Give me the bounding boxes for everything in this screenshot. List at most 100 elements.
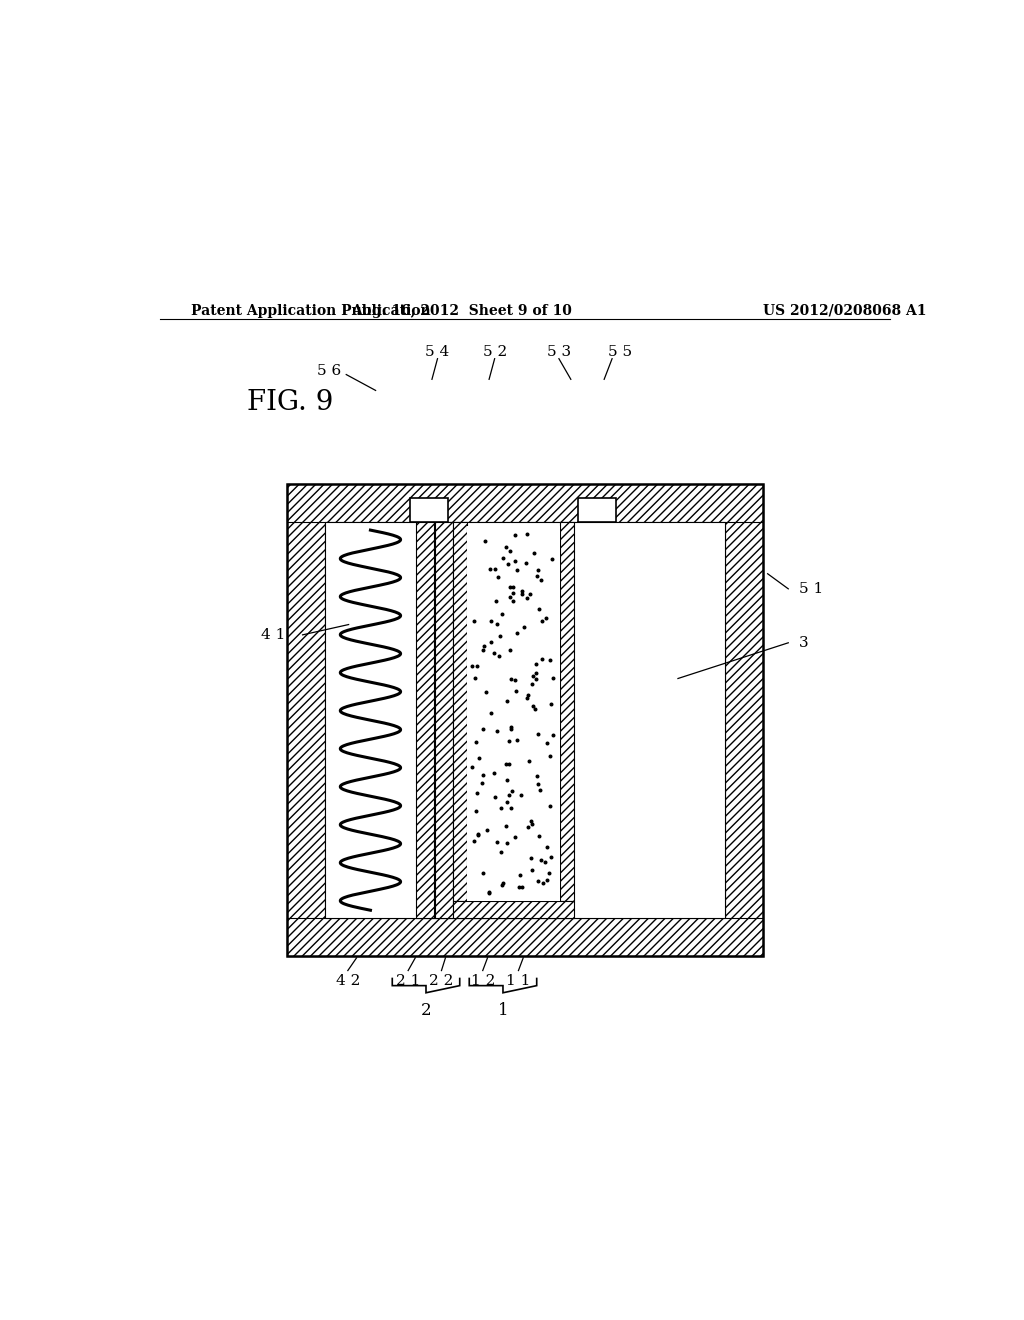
Point — [482, 610, 499, 631]
Point — [499, 832, 515, 853]
Text: US 2012/0208068 A1: US 2012/0208068 A1 — [763, 304, 927, 318]
Point — [503, 718, 519, 739]
Point — [541, 862, 557, 883]
Point — [508, 680, 524, 701]
Point — [471, 747, 487, 768]
Point — [528, 669, 545, 690]
Point — [505, 590, 521, 611]
Point — [524, 673, 541, 694]
Point — [482, 558, 499, 579]
Point — [469, 783, 485, 804]
Bar — [467, 527, 560, 900]
Point — [470, 824, 486, 845]
Point — [485, 643, 502, 664]
Text: 5 3: 5 3 — [547, 345, 571, 359]
Point — [507, 669, 523, 690]
Point — [535, 873, 551, 894]
Point — [493, 841, 509, 862]
Point — [504, 780, 520, 801]
Bar — [560, 523, 574, 900]
Point — [475, 640, 492, 661]
Text: FIG. 9: FIG. 9 — [247, 389, 334, 416]
Point — [495, 874, 511, 895]
Point — [464, 656, 480, 677]
Point — [542, 746, 558, 767]
Point — [544, 549, 560, 570]
Point — [499, 770, 515, 791]
Point — [466, 610, 482, 631]
Text: 2: 2 — [421, 1002, 431, 1019]
Point — [505, 582, 521, 603]
Text: 5 5: 5 5 — [608, 345, 632, 359]
Point — [480, 882, 497, 903]
Point — [534, 611, 550, 632]
Point — [489, 614, 506, 635]
Point — [502, 577, 518, 598]
Bar — [435, 523, 453, 919]
Point — [468, 731, 484, 752]
Point — [537, 851, 553, 873]
Point — [499, 690, 515, 711]
Text: 5 1: 5 1 — [799, 582, 823, 595]
Point — [523, 847, 540, 869]
Point — [513, 583, 529, 605]
Point — [501, 784, 517, 805]
Point — [489, 721, 506, 742]
Point — [525, 665, 542, 686]
Point — [511, 865, 527, 886]
Point — [469, 824, 485, 845]
Point — [528, 653, 545, 675]
Text: 5 2: 5 2 — [482, 345, 507, 359]
Point — [526, 698, 543, 719]
Bar — [453, 900, 574, 919]
Point — [534, 569, 550, 590]
Point — [505, 577, 521, 598]
Point — [545, 725, 561, 746]
Point — [539, 733, 555, 754]
Point — [503, 797, 519, 818]
Text: 1 1: 1 1 — [506, 974, 530, 987]
Point — [523, 813, 540, 834]
Point — [494, 603, 510, 624]
Bar — [416, 523, 433, 919]
Point — [530, 774, 547, 795]
Point — [507, 550, 523, 572]
Point — [496, 873, 512, 894]
Point — [511, 876, 527, 898]
Point — [488, 832, 505, 853]
Point — [464, 756, 480, 777]
Point — [509, 560, 525, 581]
Point — [540, 869, 556, 890]
Text: 2 1: 2 1 — [396, 974, 420, 987]
Text: Patent Application Publication: Patent Application Publication — [191, 304, 431, 318]
Point — [507, 826, 523, 847]
Point — [486, 558, 503, 579]
Point — [502, 540, 518, 561]
Point — [508, 623, 524, 644]
Point — [529, 723, 546, 744]
Point — [543, 846, 559, 867]
Point — [498, 754, 514, 775]
Point — [535, 648, 551, 669]
Text: 5 4: 5 4 — [425, 345, 450, 359]
Point — [474, 764, 490, 785]
Text: 4 2: 4 2 — [336, 974, 360, 987]
Point — [528, 766, 545, 787]
Bar — [325, 523, 725, 919]
Point — [525, 696, 542, 717]
Bar — [410, 499, 447, 523]
Point — [503, 717, 519, 738]
Point — [518, 688, 535, 709]
Point — [482, 631, 499, 652]
Point — [513, 784, 529, 805]
Text: 1 2: 1 2 — [471, 974, 495, 987]
Point — [513, 876, 529, 898]
Point — [501, 754, 517, 775]
Point — [501, 730, 517, 751]
Point — [500, 553, 516, 574]
Point — [531, 780, 548, 801]
Point — [523, 859, 540, 880]
Point — [542, 649, 558, 671]
Point — [519, 523, 536, 544]
Point — [520, 685, 537, 706]
